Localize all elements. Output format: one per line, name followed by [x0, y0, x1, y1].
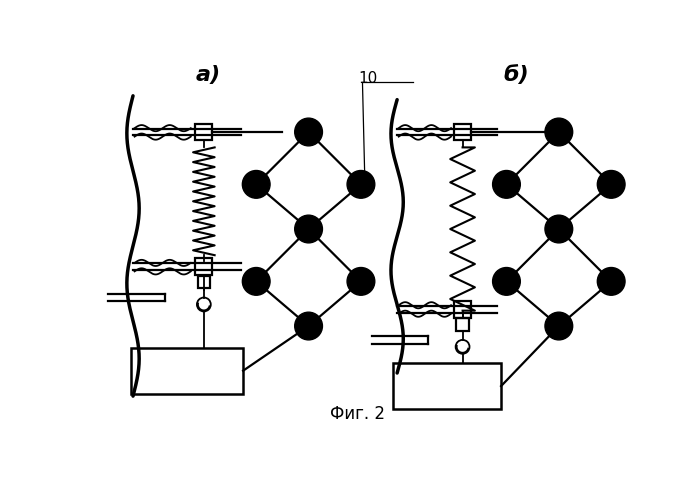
Bar	[196, 123, 212, 140]
Bar	[394, 363, 501, 409]
Circle shape	[243, 170, 270, 198]
Bar	[198, 276, 210, 288]
Circle shape	[243, 268, 270, 295]
Circle shape	[493, 170, 520, 198]
Bar	[454, 123, 471, 140]
Bar	[196, 258, 212, 275]
Text: 10: 10	[359, 71, 377, 86]
Circle shape	[545, 312, 572, 340]
Circle shape	[545, 118, 572, 146]
Circle shape	[347, 268, 375, 295]
Circle shape	[493, 268, 520, 295]
Text: Фиг. 2: Фиг. 2	[331, 405, 385, 423]
Text: б): б)	[504, 65, 529, 85]
Circle shape	[347, 170, 375, 198]
Bar	[454, 301, 471, 318]
Circle shape	[598, 268, 625, 295]
Bar	[131, 348, 243, 394]
Circle shape	[295, 312, 322, 340]
Circle shape	[295, 118, 322, 146]
Text: а): а)	[196, 65, 221, 85]
Bar	[456, 318, 469, 331]
Circle shape	[545, 215, 572, 243]
Circle shape	[598, 170, 625, 198]
Circle shape	[295, 215, 322, 243]
